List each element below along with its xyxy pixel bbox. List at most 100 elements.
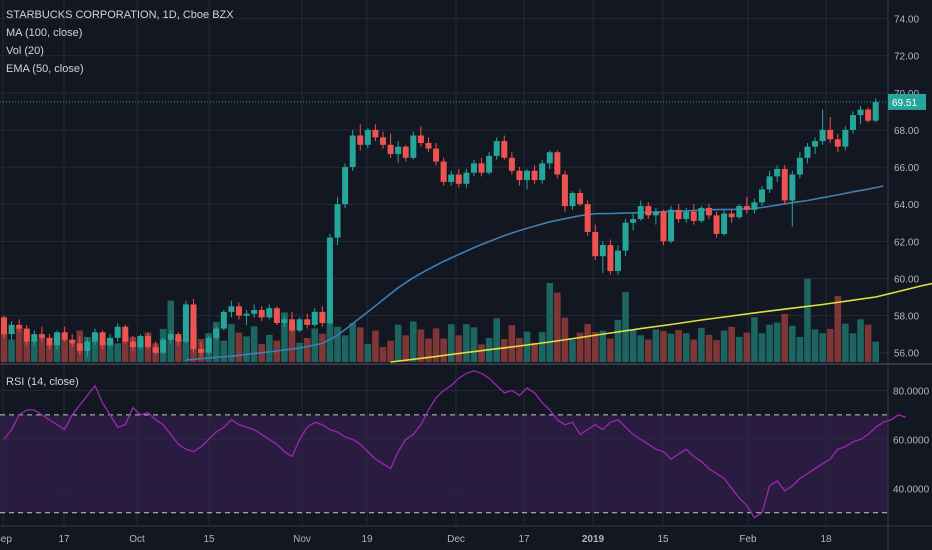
candle bbox=[865, 107, 872, 123]
candle bbox=[198, 341, 205, 357]
candle bbox=[455, 168, 462, 188]
candle bbox=[508, 152, 515, 175]
ma100-line bbox=[390, 282, 932, 363]
candle-body bbox=[417, 135, 424, 143]
volume-bar bbox=[660, 331, 667, 362]
candle bbox=[38, 326, 45, 342]
candle-body bbox=[205, 337, 212, 353]
candle-body bbox=[296, 319, 303, 331]
candle-body bbox=[781, 168, 788, 201]
volume-bar bbox=[106, 339, 114, 362]
candle bbox=[660, 209, 667, 246]
candle bbox=[478, 157, 485, 177]
volume-bar bbox=[175, 337, 182, 362]
candle bbox=[228, 300, 235, 318]
candle-body bbox=[114, 326, 121, 338]
volume-bar bbox=[538, 332, 546, 362]
candle-body bbox=[865, 109, 872, 121]
candle-body bbox=[759, 189, 765, 203]
volume-bar bbox=[23, 332, 31, 362]
candle-body bbox=[54, 332, 61, 346]
candle bbox=[61, 326, 68, 342]
volume-bar bbox=[349, 323, 356, 362]
volume-bar bbox=[334, 326, 341, 362]
time-tick-label: Sep bbox=[0, 534, 12, 545]
candle bbox=[599, 241, 606, 273]
candle bbox=[114, 323, 121, 342]
candle-body bbox=[463, 172, 470, 184]
volume-bar bbox=[182, 339, 190, 362]
candle bbox=[91, 328, 98, 346]
time-tick-label: Feb bbox=[739, 534, 757, 545]
candle bbox=[554, 150, 561, 179]
price-tick-label: 64.00 bbox=[894, 200, 919, 211]
volume-bar bbox=[842, 323, 849, 362]
volume-bar bbox=[584, 324, 591, 362]
candle bbox=[872, 98, 879, 123]
volume-bar bbox=[402, 335, 410, 362]
candle-body bbox=[796, 157, 803, 175]
candle-body bbox=[1, 317, 7, 335]
candle-body bbox=[592, 232, 599, 257]
candle bbox=[728, 209, 735, 223]
candle-body bbox=[198, 349, 205, 353]
volume-bar bbox=[250, 326, 258, 362]
candle bbox=[1, 315, 7, 338]
candle bbox=[577, 189, 584, 207]
time-tick-label: 18 bbox=[820, 534, 832, 545]
volume-bar bbox=[463, 324, 470, 362]
candle bbox=[721, 209, 728, 236]
candle-body bbox=[220, 311, 227, 329]
candle bbox=[524, 168, 531, 190]
volume-bar bbox=[91, 334, 99, 362]
ma-indicator-label[interactable]: MA (100, close) bbox=[6, 27, 83, 39]
candle bbox=[289, 311, 296, 333]
candle-body bbox=[167, 334, 174, 340]
candle-body bbox=[501, 141, 508, 158]
candle bbox=[69, 334, 76, 348]
candle-body bbox=[235, 306, 242, 316]
candle-body bbox=[251, 310, 258, 314]
candle-body bbox=[289, 319, 296, 331]
volume-bar bbox=[819, 333, 826, 362]
candle-body bbox=[516, 170, 523, 181]
candle-body bbox=[380, 137, 386, 145]
candle-body bbox=[554, 152, 561, 175]
rsi-indicator-label[interactable]: RSI (14, close) bbox=[6, 376, 79, 388]
candle bbox=[561, 170, 568, 212]
volume-bar bbox=[121, 335, 129, 362]
candle bbox=[736, 204, 743, 220]
symbol-title[interactable]: STARBUCKS CORPORATION, 1D, Cboe BZX bbox=[6, 9, 234, 21]
volume-bar bbox=[720, 330, 728, 362]
last-price-label: 69.51 bbox=[892, 98, 917, 109]
candle-body bbox=[387, 144, 394, 155]
volume-bar bbox=[781, 314, 789, 362]
candle bbox=[342, 163, 349, 208]
volume-bar bbox=[554, 292, 561, 362]
rsi-legend: RSI (14, close) bbox=[6, 373, 79, 391]
vol-indicator-label[interactable]: Vol (20) bbox=[6, 45, 44, 57]
volume-bar bbox=[728, 326, 735, 362]
candle-body bbox=[728, 213, 735, 218]
candle-body bbox=[743, 206, 750, 210]
candle bbox=[493, 137, 500, 160]
candle bbox=[759, 185, 765, 207]
volume-bar bbox=[751, 317, 758, 362]
candle bbox=[220, 310, 227, 331]
volume-bar bbox=[690, 339, 698, 362]
ema-indicator-label[interactable]: EMA (50, close) bbox=[6, 63, 84, 75]
volume-bar bbox=[493, 318, 500, 362]
candle bbox=[311, 308, 318, 327]
volume-bar bbox=[425, 338, 432, 362]
volume-bar bbox=[826, 328, 834, 362]
candle-body bbox=[827, 129, 834, 140]
volume-bar bbox=[500, 339, 508, 362]
candle-body bbox=[160, 339, 167, 353]
volume-bar bbox=[516, 338, 523, 362]
candle-body bbox=[478, 163, 485, 173]
candle bbox=[751, 198, 758, 214]
candle-body bbox=[546, 152, 553, 164]
candle-body bbox=[599, 245, 606, 257]
candle-body bbox=[751, 202, 758, 210]
